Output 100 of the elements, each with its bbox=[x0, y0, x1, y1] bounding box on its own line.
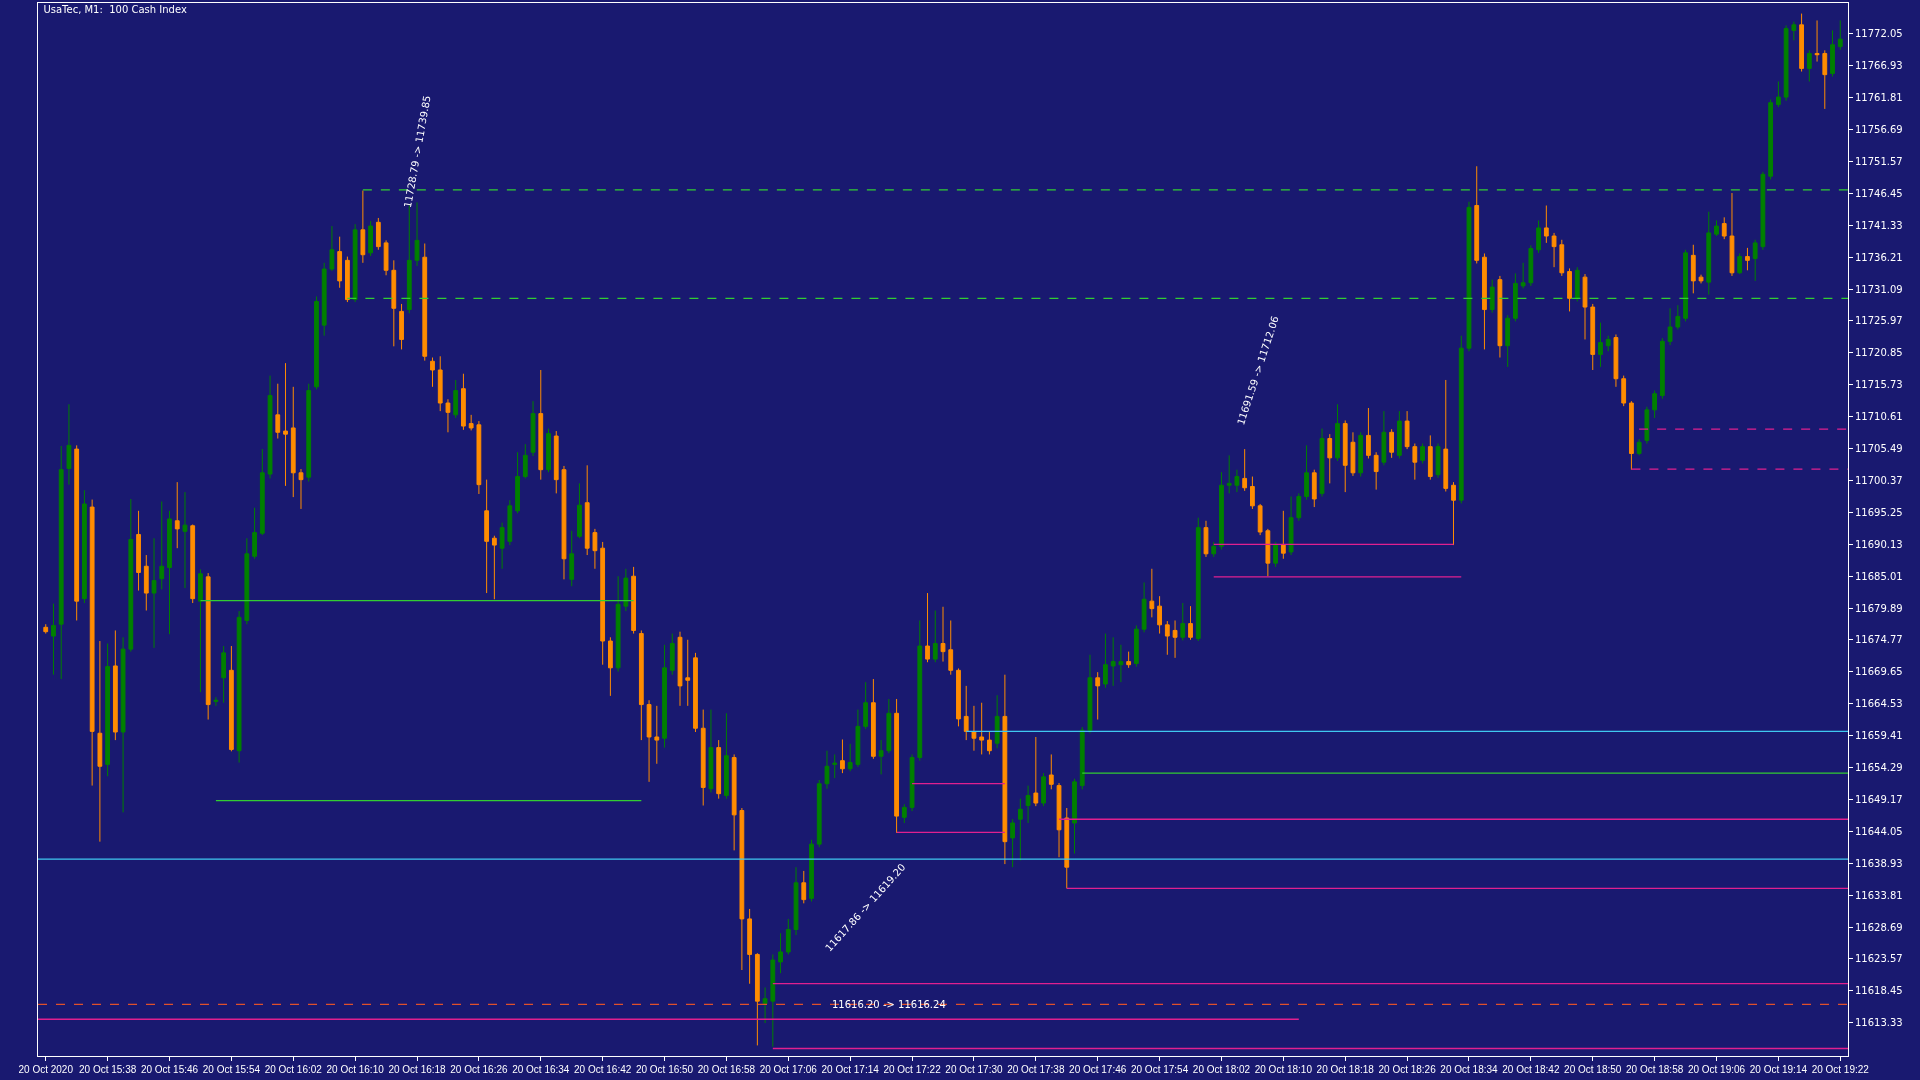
x-tick-label: 20 Oct 18:18 bbox=[1316, 1064, 1375, 1075]
candlestick bbox=[1280, 510, 1286, 560]
candlestick bbox=[1567, 267, 1572, 312]
candlestick bbox=[1017, 798, 1023, 861]
candlestick bbox=[592, 528, 598, 570]
candlestick bbox=[770, 953, 776, 1048]
candlestick bbox=[1265, 528, 1271, 577]
x-tick-label: 20 Oct 17:06 bbox=[759, 1064, 818, 1075]
candlestick bbox=[708, 709, 714, 793]
candlestick bbox=[1466, 201, 1472, 352]
candlestick bbox=[1396, 410, 1402, 459]
candlestick bbox=[306, 383, 312, 483]
candlestick bbox=[739, 807, 745, 971]
y-tick-label: 11715.73 bbox=[1855, 379, 1903, 391]
x-tick-label: 20 Oct 17:54 bbox=[1130, 1064, 1189, 1075]
y-tick-label: 11695.25 bbox=[1855, 506, 1903, 518]
candlestick bbox=[298, 468, 304, 510]
candlestick bbox=[267, 375, 273, 479]
candlestick bbox=[1172, 619, 1178, 659]
candlestick bbox=[290, 386, 296, 498]
x-tick-label: 20 Oct 15:54 bbox=[202, 1064, 261, 1075]
candlestick bbox=[461, 373, 466, 431]
y-tick-label: 11756.69 bbox=[1855, 124, 1903, 136]
candlestick bbox=[894, 698, 899, 834]
y-tick-label: 11751.57 bbox=[1855, 155, 1903, 167]
y-tick-label: 11649.17 bbox=[1855, 793, 1903, 805]
candlestick bbox=[1644, 406, 1650, 445]
candlestick bbox=[1675, 304, 1681, 330]
candlestick bbox=[925, 592, 930, 663]
y-tick-label: 11633.81 bbox=[1855, 889, 1903, 901]
candlestick bbox=[638, 629, 644, 741]
candlestick bbox=[236, 610, 242, 764]
candlestick bbox=[1683, 249, 1688, 322]
candlestick bbox=[646, 699, 652, 783]
candlestick bbox=[244, 537, 250, 625]
candlestick bbox=[971, 705, 977, 752]
candlestick bbox=[1366, 407, 1371, 459]
candlestick bbox=[151, 537, 157, 649]
candlestick bbox=[105, 643, 111, 777]
candlestick bbox=[785, 918, 791, 955]
candlestick bbox=[561, 465, 567, 580]
candlestick bbox=[1698, 274, 1704, 284]
candlestick bbox=[51, 603, 56, 676]
candlestick bbox=[1714, 219, 1719, 237]
candlestick bbox=[1149, 568, 1155, 618]
y-tick-label: 11766.93 bbox=[1855, 60, 1903, 72]
candlestick bbox=[1806, 49, 1812, 83]
candlestick bbox=[1497, 275, 1503, 359]
candlestick bbox=[1814, 19, 1820, 63]
candlestick bbox=[1250, 476, 1255, 510]
y-tick-label: 11679.89 bbox=[1855, 602, 1903, 614]
candlestick bbox=[1242, 448, 1248, 492]
candlestick bbox=[1381, 410, 1387, 466]
candlestick bbox=[174, 481, 180, 549]
candlestick bbox=[1389, 428, 1395, 459]
candlestick bbox=[228, 645, 234, 752]
candlestick bbox=[685, 639, 691, 707]
candlestick bbox=[809, 839, 814, 902]
candlestick bbox=[1141, 581, 1147, 633]
candlestick bbox=[1822, 49, 1828, 110]
candlestick bbox=[662, 644, 667, 749]
y-tick-label: 11725.97 bbox=[1855, 315, 1903, 327]
candlestick bbox=[205, 572, 211, 721]
x-tick-label: 20 Oct 18:58 bbox=[1625, 1064, 1684, 1075]
candlestick bbox=[74, 444, 80, 621]
y-tick-label: 11685.01 bbox=[1855, 570, 1903, 582]
candlestick bbox=[1582, 273, 1588, 340]
candlestick bbox=[1226, 454, 1232, 494]
candlestick bbox=[956, 667, 961, 727]
candlestick bbox=[1319, 428, 1325, 497]
candlestick bbox=[1505, 314, 1511, 368]
candlestick bbox=[693, 652, 698, 733]
y-tick-label: 11731.09 bbox=[1855, 283, 1903, 295]
candlestick bbox=[1350, 431, 1356, 477]
x-tick-label: 20 Oct 17:30 bbox=[945, 1064, 1004, 1075]
candlestick bbox=[1830, 29, 1835, 78]
candlestick bbox=[499, 522, 505, 570]
x-tick-label: 20 Oct 16:02 bbox=[264, 1064, 323, 1075]
candlestick bbox=[1443, 379, 1449, 492]
x-tick-label: 20 Oct 18:42 bbox=[1502, 1064, 1560, 1075]
chart-title: UsaTec, M1: 100 Cash Index bbox=[43, 4, 187, 16]
y-tick-label: 11736.21 bbox=[1855, 251, 1903, 263]
candlestick bbox=[669, 633, 675, 676]
candlestick bbox=[716, 739, 722, 800]
candlestick bbox=[352, 223, 358, 303]
candlestick bbox=[128, 498, 134, 653]
candlestick bbox=[631, 566, 636, 635]
x-tick-label: 20 Oct 16:34 bbox=[512, 1064, 570, 1075]
candlestick bbox=[1775, 81, 1781, 108]
candlestick bbox=[1652, 390, 1658, 419]
candlestick bbox=[1451, 481, 1456, 546]
candlestick bbox=[909, 753, 915, 812]
y-tick-label: 11644.05 bbox=[1855, 825, 1903, 837]
candlestick bbox=[1335, 403, 1340, 462]
candlestick bbox=[1064, 807, 1070, 889]
candlestick bbox=[754, 952, 760, 1046]
y-tick-label: 11700.37 bbox=[1855, 474, 1903, 486]
candlestick bbox=[948, 619, 954, 676]
candlestick bbox=[1211, 541, 1217, 558]
candlestick bbox=[1041, 772, 1046, 807]
